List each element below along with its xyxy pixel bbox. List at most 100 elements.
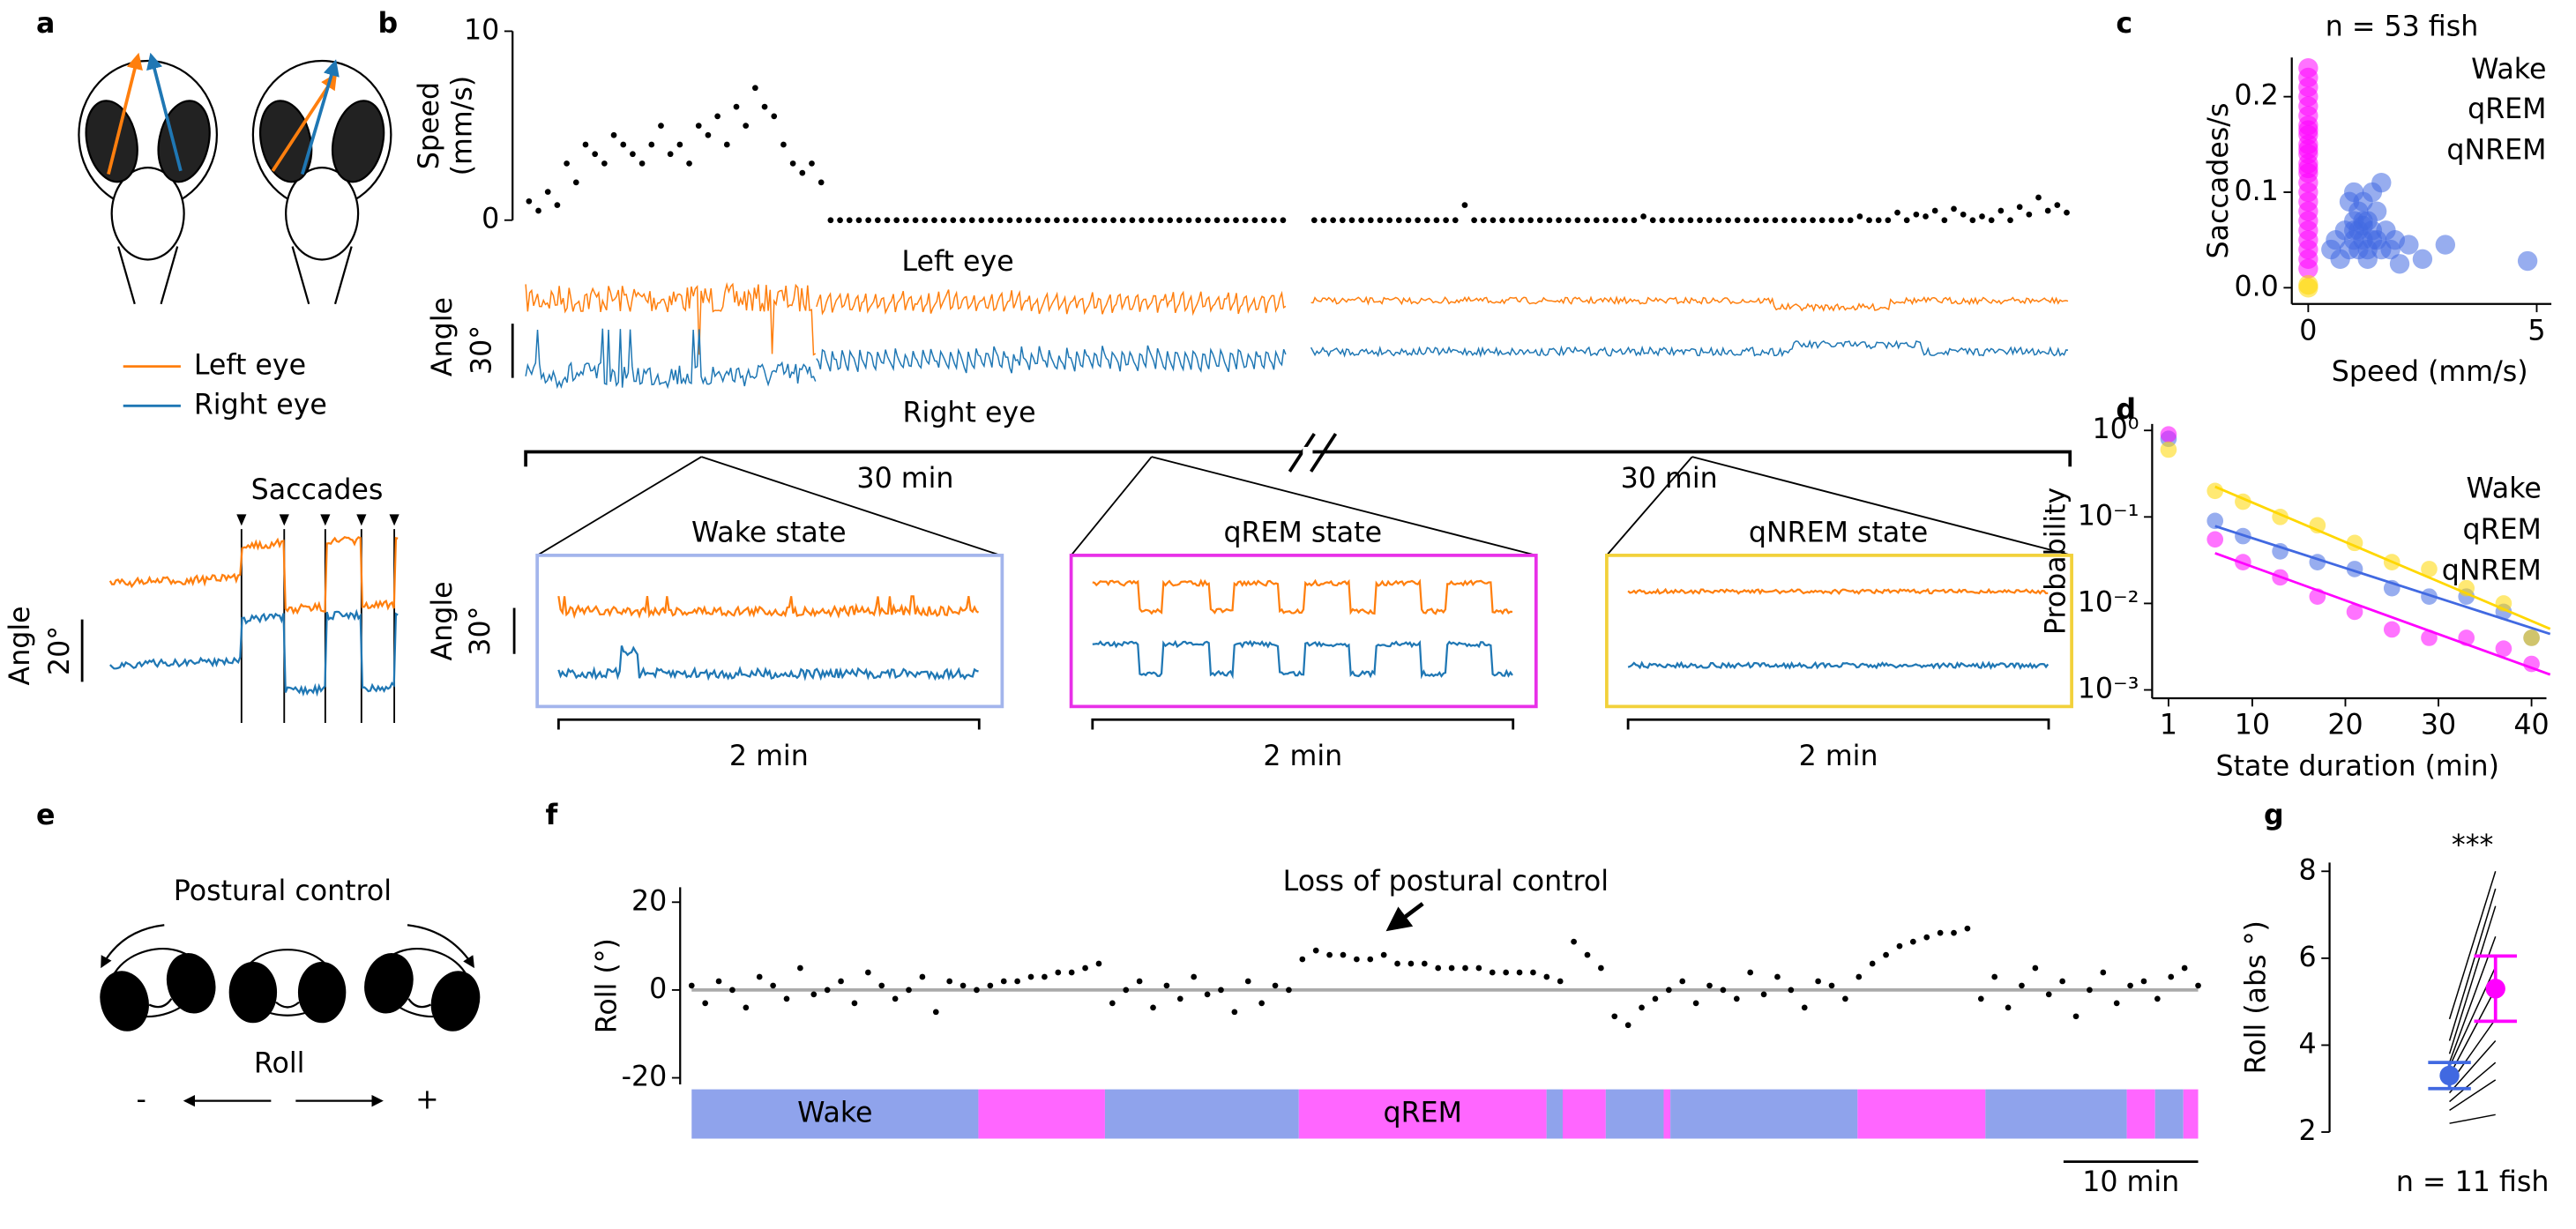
- data-point: [878, 982, 885, 989]
- data-point: [931, 217, 937, 224]
- y-tick-label: -20: [622, 1061, 668, 1093]
- data-point: [1405, 217, 1412, 224]
- data-point: [2064, 209, 2070, 216]
- data-point: [968, 217, 975, 224]
- data-point: [554, 202, 561, 208]
- data-point: [987, 982, 994, 989]
- data-point: [1951, 205, 1957, 212]
- data-point: [1734, 217, 1741, 224]
- data-point: [2045, 991, 2052, 998]
- data-point: [1205, 217, 1211, 224]
- data-point: [1556, 217, 1562, 224]
- data-point: [1299, 956, 1306, 963]
- data-point: [1233, 217, 1239, 224]
- data-point: [1677, 217, 1684, 224]
- data-point: [1394, 960, 1400, 967]
- data-point: [1380, 951, 1387, 958]
- data-point: [797, 965, 803, 972]
- data-point: [2035, 194, 2042, 201]
- data-point: [2206, 482, 2224, 500]
- data-point: [1480, 217, 1487, 224]
- data-point: [1461, 202, 1468, 208]
- legend-label: Left eye: [194, 350, 306, 382]
- data-point: [1129, 217, 1136, 224]
- saccade-marker: [389, 514, 399, 526]
- eye-trace: [525, 281, 817, 356]
- data-point: [2019, 982, 2025, 989]
- data-point: [592, 151, 599, 158]
- panel-label: b: [377, 8, 398, 40]
- data-point: [1584, 217, 1590, 224]
- data-point: [1286, 987, 1292, 994]
- data-point: [2517, 250, 2538, 272]
- legend-label: qNREM: [2442, 555, 2542, 587]
- data-point: [1640, 213, 1646, 220]
- data-point: [667, 151, 674, 158]
- data-point: [2383, 621, 2401, 638]
- data-point: [818, 179, 825, 186]
- data-point: [1231, 1009, 1238, 1016]
- data-point: [1518, 217, 1525, 224]
- data-point: [1855, 973, 1863, 980]
- inset-title: Wake state: [691, 518, 847, 549]
- data-point: [1818, 217, 1826, 224]
- data-point: [695, 123, 702, 129]
- data-point: [1960, 211, 1967, 218]
- data-point: [1258, 1000, 1265, 1007]
- data-point: [1937, 929, 1944, 936]
- data-point: [1665, 987, 1672, 994]
- x-tick-label: 5: [2527, 315, 2545, 346]
- state-segment: [1670, 1089, 1858, 1139]
- data-point: [1743, 217, 1751, 224]
- data-point: [1320, 217, 1327, 224]
- time-scale-label: 2 min: [1799, 741, 1878, 772]
- data-point: [959, 982, 967, 989]
- data-point: [1875, 217, 1882, 224]
- data-point: [771, 113, 778, 120]
- data-point: [1167, 217, 1174, 224]
- data-point: [2127, 982, 2133, 989]
- pair-line: [2449, 1114, 2496, 1124]
- data-point: [714, 113, 721, 120]
- axis-label: Angle: [4, 606, 36, 685]
- pair-line: [2448, 905, 2497, 1054]
- eye-trace: [109, 608, 399, 697]
- data-point: [601, 160, 608, 167]
- roll-schematic: [100, 924, 481, 1107]
- annotation-arrow: [1385, 902, 1424, 932]
- data-point: [1903, 217, 1910, 224]
- data-point: [2412, 249, 2433, 270]
- data-point: [1669, 217, 1675, 224]
- data-point: [2087, 987, 2093, 994]
- data-point: [1923, 213, 1929, 220]
- data-point: [526, 197, 533, 205]
- eye-trace: [1627, 660, 2050, 671]
- state-segment: [978, 1089, 1105, 1139]
- data-point: [974, 987, 980, 994]
- timeline-label: 30 min: [1621, 463, 1718, 495]
- data-point: [1611, 1013, 1618, 1020]
- data-point: [2168, 973, 2175, 980]
- data-point: [1242, 217, 1249, 224]
- panel-label: c: [2116, 8, 2132, 40]
- data-point: [1082, 217, 1088, 224]
- y-tick-label: 0: [482, 204, 499, 235]
- data-point: [838, 978, 844, 985]
- eye-trace: [1092, 578, 1513, 615]
- data-point: [1815, 978, 1821, 985]
- data-point: [906, 987, 912, 994]
- x-tick-label: 40: [2513, 710, 2549, 741]
- data-point: [1790, 217, 1797, 224]
- fish-schematic: [78, 52, 392, 305]
- y-axis-label: Speed: [414, 82, 445, 169]
- x-tick-label: 10: [2235, 710, 2270, 741]
- data-point: [1747, 969, 1754, 976]
- data-point: [1147, 217, 1154, 224]
- data-point: [1091, 217, 1098, 224]
- data-point: [1448, 965, 1455, 972]
- data-point: [1433, 217, 1440, 224]
- data-point: [1649, 217, 1656, 224]
- data-point: [827, 217, 834, 224]
- data-point: [770, 982, 776, 989]
- data-point: [789, 160, 796, 167]
